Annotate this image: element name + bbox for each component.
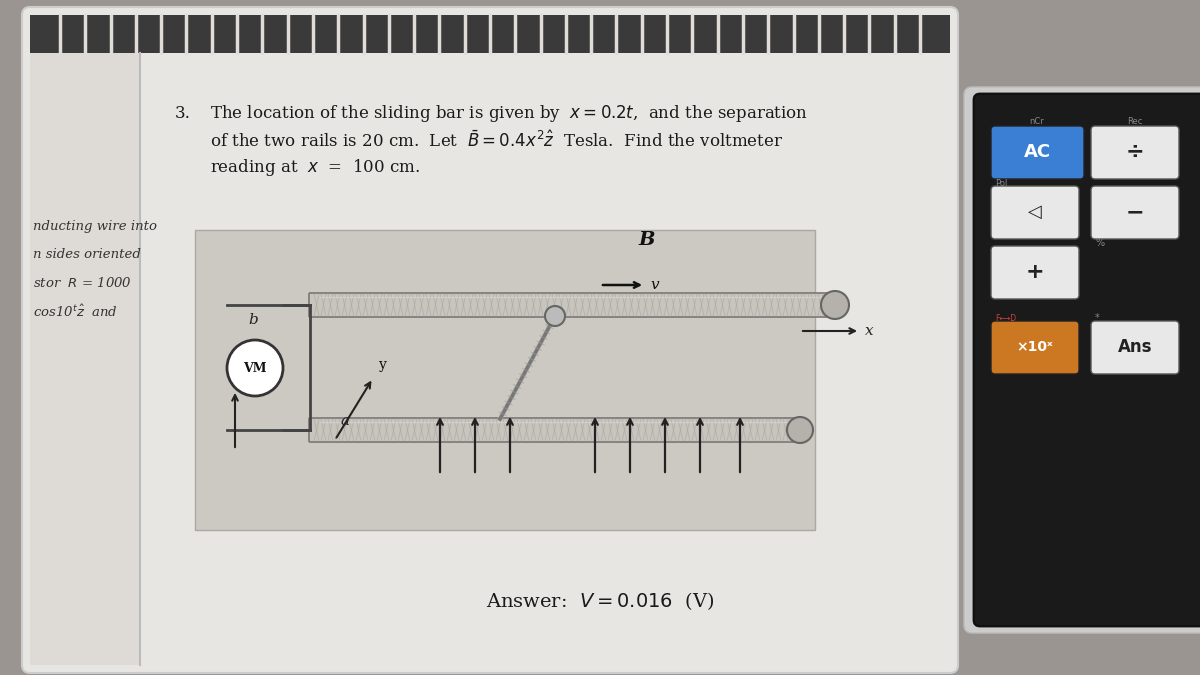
FancyBboxPatch shape [991, 321, 1079, 374]
Text: nducting wire into: nducting wire into [34, 220, 157, 233]
FancyBboxPatch shape [310, 293, 836, 317]
Text: *: * [1096, 313, 1099, 323]
Text: F⟷D: F⟷D [995, 314, 1016, 323]
FancyBboxPatch shape [1091, 126, 1178, 179]
Bar [194, 230, 815, 530]
FancyBboxPatch shape [991, 246, 1079, 299]
Text: 3.: 3. [175, 105, 191, 122]
Text: Answer:  $V = 0.016$  (V): Answer: $V = 0.016$ (V) [486, 590, 714, 612]
Polygon shape [1050, 580, 1170, 620]
Text: −: − [1126, 202, 1145, 222]
Text: +: + [1026, 262, 1044, 282]
FancyBboxPatch shape [1091, 321, 1178, 374]
FancyBboxPatch shape [964, 87, 1200, 633]
Text: ×10ˣ: ×10ˣ [1016, 340, 1054, 354]
Circle shape [545, 306, 565, 326]
Text: y: y [379, 358, 386, 372]
Text: %: % [1096, 238, 1104, 248]
Text: a: a [340, 414, 349, 428]
FancyBboxPatch shape [991, 126, 1084, 179]
FancyBboxPatch shape [991, 186, 1079, 239]
Circle shape [787, 417, 814, 443]
Text: The location of the sliding bar is given by  $x=0.2t$,  and the separation: The location of the sliding bar is given… [210, 103, 808, 124]
FancyBboxPatch shape [22, 7, 958, 673]
Text: ÷: ÷ [1126, 142, 1145, 162]
Text: Ans: Ans [1117, 338, 1152, 356]
FancyBboxPatch shape [1091, 186, 1178, 239]
Text: z: z [232, 371, 239, 385]
Text: of the two rails is 20 cm.  Let  $\bar{B}=0.4x^2\hat{z}$  Tesla.  Find the voltm: of the two rails is 20 cm. Let $\bar{B}=… [210, 130, 784, 151]
Text: AC: AC [1024, 143, 1050, 161]
Text: Rec: Rec [1127, 117, 1142, 126]
Text: ◁: ◁ [1028, 203, 1042, 221]
FancyBboxPatch shape [30, 53, 140, 665]
Circle shape [821, 291, 850, 319]
Text: v: v [650, 278, 659, 292]
Text: stor  $R$ = 1000: stor $R$ = 1000 [34, 276, 132, 290]
Text: n sides oriented: n sides oriented [34, 248, 140, 261]
FancyBboxPatch shape [974, 94, 1200, 626]
Text: nCr: nCr [1030, 117, 1044, 126]
Circle shape [1060, 125, 1140, 205]
Text: cos10$^t\hat{z}$  and: cos10$^t\hat{z}$ and [34, 304, 118, 320]
Text: x: x [865, 324, 874, 338]
FancyBboxPatch shape [310, 418, 802, 442]
Text: B: B [638, 231, 654, 249]
Text: VM: VM [244, 362, 266, 375]
Bar [30, 15, 950, 53]
FancyBboxPatch shape [974, 94, 1200, 626]
Text: b: b [248, 313, 258, 327]
Text: reading at  $x$  =  100 cm.: reading at $x$ = 100 cm. [210, 157, 420, 178]
Circle shape [227, 340, 283, 396]
Text: Pol: Pol [995, 179, 1007, 188]
